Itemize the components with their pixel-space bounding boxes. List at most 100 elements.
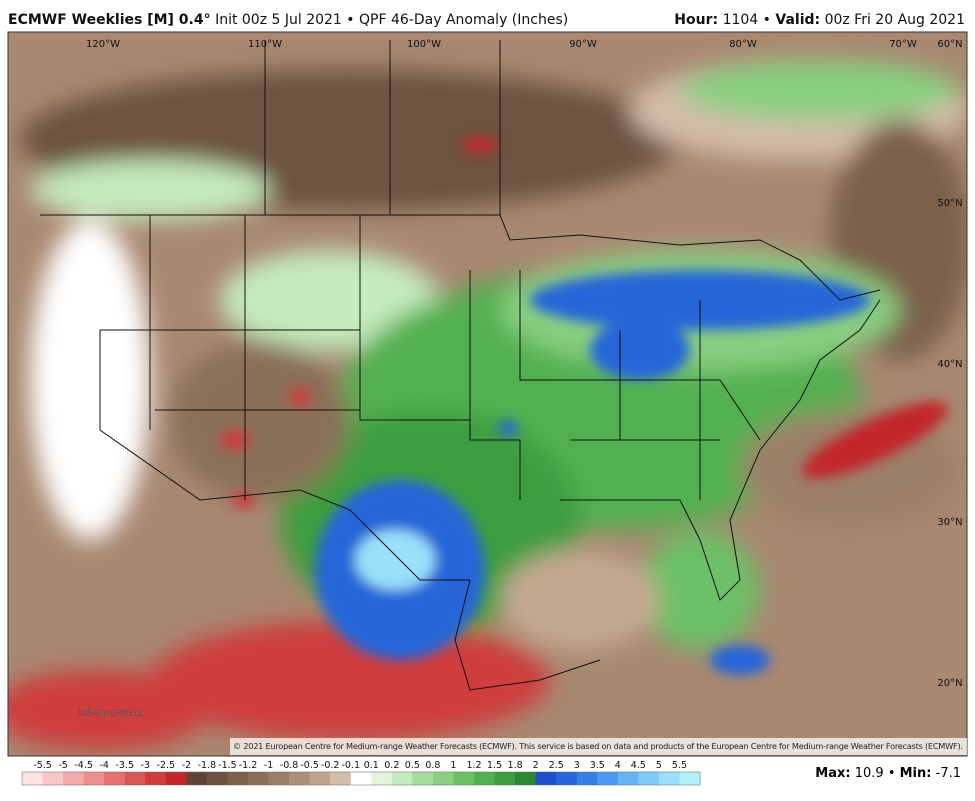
color-swatch [289, 772, 311, 785]
colorbar-label: 1.8 [508, 760, 523, 771]
colorbar-label: -4.5 [74, 760, 93, 771]
longitude-label: 90°W [569, 39, 597, 50]
longitude-label: 80°W [729, 39, 757, 50]
color-swatch [186, 772, 208, 785]
color-swatch [658, 772, 680, 785]
color-swatch [679, 772, 701, 785]
colorbar-label: -0.2 [321, 760, 340, 771]
colorbar-label: -3.5 [115, 760, 134, 771]
colorbar-label: -2 [182, 760, 191, 771]
colorbar-label: 0.1 [364, 760, 379, 771]
color-swatch [83, 772, 105, 785]
colorbar-label: 4.5 [631, 760, 646, 771]
sep: • [887, 766, 896, 781]
field [8, 32, 967, 756]
product: QPF 46-Day Anomaly (Inches) [359, 12, 569, 28]
init: Init 00z 5 Jul 2021 [215, 12, 342, 28]
colorbar-label: -0.1 [341, 760, 360, 771]
color-swatch [227, 772, 249, 785]
min: -7.1 [935, 766, 961, 781]
colorbar-label: -1 [264, 760, 273, 771]
title: ECMWF Weeklies [M] 0.4° Init 00z 5 Jul 2… [8, 12, 568, 28]
color-swatch [330, 772, 352, 785]
colorbar-label: -1.2 [239, 760, 258, 771]
colorbar-frame [21, 771, 701, 786]
valid: 00z Fri 20 Aug 2021 [824, 12, 965, 28]
latitude-label: 50°N [937, 198, 962, 209]
color-swatch [432, 772, 454, 785]
color-swatch [556, 772, 578, 785]
colorbar-label: -5 [58, 760, 67, 771]
longitude-label: 70°W [889, 39, 917, 50]
colorbar-label: -1.8 [198, 760, 217, 771]
colorbar-label: 2.5 [549, 760, 564, 771]
max-label: Max: [815, 766, 851, 781]
color-swatch [535, 772, 557, 785]
colorbar-label: -2.5 [157, 760, 176, 771]
colorbar-label: -0.5 [300, 760, 319, 771]
color-swatch [597, 772, 619, 785]
colorbar-label: -4 [99, 760, 108, 771]
color-swatch [474, 772, 496, 785]
color-swatch [638, 772, 660, 785]
color-swatch [309, 772, 331, 785]
color-swatch [412, 772, 434, 785]
model: ECMWF Weeklies [M] 0.4° [8, 12, 211, 28]
colorbar-label: 1.2 [466, 760, 481, 771]
latitude-label: 40°N [937, 359, 962, 370]
colorbar-label: -0.8 [280, 760, 299, 771]
color-swatch [145, 772, 167, 785]
hour-label: Hour: [674, 12, 719, 28]
color-swatch [104, 772, 126, 785]
color-swatch [494, 772, 516, 785]
max: 10.9 [854, 766, 884, 781]
colorbar-label: -1.5 [218, 760, 237, 771]
color-swatch [165, 772, 187, 785]
colorbar-label: 3 [574, 760, 580, 771]
color-swatch [391, 772, 413, 785]
colorbar-label: 3.5 [590, 760, 605, 771]
hour: 1104 [722, 12, 759, 28]
color-swatch [22, 772, 44, 785]
color-swatch [268, 772, 290, 785]
color-swatch [371, 772, 393, 785]
color-swatch [42, 772, 64, 785]
map-frame [7, 31, 968, 757]
colorbar-label: 0.2 [384, 760, 399, 771]
color-swatch [63, 772, 85, 785]
colorbar-label: 0.5 [405, 760, 420, 771]
colorbar-label: 4 [615, 760, 621, 771]
latitude-label: 20°N [937, 678, 962, 689]
color-swatch [576, 772, 598, 785]
color-swatch [617, 772, 639, 785]
color-swatch [124, 772, 146, 785]
longitude-label: 100°W [407, 39, 441, 50]
copyright: © 2021 European Centre for Medium-range … [233, 741, 963, 751]
latitude-label: 60°N [937, 39, 962, 50]
colorbar-label: 2 [533, 760, 539, 771]
sep: • [762, 12, 771, 28]
latitude-label: 30°N [937, 517, 962, 528]
sep: • [346, 12, 355, 28]
copyright-bg [230, 738, 967, 755]
color-swatch [453, 772, 475, 785]
min-label: Min: [899, 766, 932, 781]
colorbar-label: 5 [656, 760, 662, 771]
color-swatch [350, 772, 372, 785]
color-swatch [206, 772, 228, 785]
valid-info: Hour: 1104 • Valid: 00z Fri 20 Aug 2021 [674, 12, 965, 28]
colorbar-label: 1.5 [487, 760, 502, 771]
longitude-label: 110°W [248, 39, 282, 50]
colorbar-label: 5.5 [672, 760, 687, 771]
valid-label: Valid: [775, 12, 821, 28]
logo: WEATHERBELL [78, 709, 144, 719]
colorbar-label: -5.5 [33, 760, 52, 771]
colorbar-label: 1 [450, 760, 456, 771]
max-min: Max: 10.9 • Min: -7.1 [815, 766, 961, 781]
longitude-label: 120°W [86, 39, 120, 50]
colorbar-label: 0.8 [425, 760, 440, 771]
color-swatch [248, 772, 270, 785]
colorbar-label: -3 [141, 760, 150, 771]
